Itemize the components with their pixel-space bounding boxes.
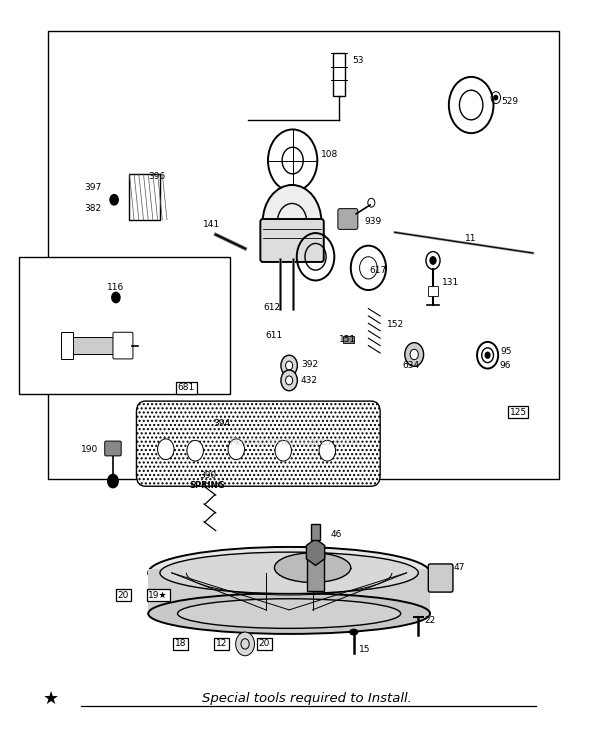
Text: 612: 612	[264, 302, 281, 311]
Text: 11: 11	[466, 234, 477, 243]
Text: 529: 529	[502, 97, 519, 106]
Text: SPRING: SPRING	[190, 481, 225, 490]
Text: 125: 125	[510, 408, 527, 417]
FancyBboxPatch shape	[48, 31, 559, 478]
Circle shape	[405, 343, 424, 366]
FancyBboxPatch shape	[428, 285, 438, 296]
FancyBboxPatch shape	[105, 441, 121, 456]
Text: Special tools required to Install.: Special tools required to Install.	[202, 692, 412, 705]
Circle shape	[275, 441, 291, 461]
Text: 96: 96	[499, 361, 511, 370]
Text: 108: 108	[321, 150, 338, 159]
Circle shape	[437, 574, 445, 584]
FancyBboxPatch shape	[129, 174, 160, 220]
Text: 12: 12	[216, 640, 227, 649]
Text: 681: 681	[178, 383, 195, 392]
Text: 390: 390	[199, 471, 216, 481]
Text: 152: 152	[387, 320, 404, 329]
Ellipse shape	[178, 599, 401, 629]
Circle shape	[263, 185, 322, 259]
Text: 53: 53	[352, 56, 363, 65]
FancyBboxPatch shape	[72, 337, 114, 354]
Text: ★: ★	[43, 690, 60, 707]
Text: 15: 15	[359, 646, 371, 655]
Circle shape	[494, 95, 497, 100]
Circle shape	[319, 441, 336, 461]
FancyBboxPatch shape	[260, 219, 324, 262]
Circle shape	[187, 441, 204, 461]
Text: 151: 151	[339, 335, 356, 344]
Circle shape	[158, 439, 174, 460]
FancyBboxPatch shape	[428, 564, 453, 592]
Text: 20: 20	[118, 591, 129, 600]
FancyBboxPatch shape	[136, 401, 380, 486]
Circle shape	[286, 361, 293, 370]
Circle shape	[430, 257, 436, 265]
Text: 190: 190	[81, 445, 98, 454]
Text: 634: 634	[403, 361, 420, 370]
FancyBboxPatch shape	[338, 209, 358, 230]
Circle shape	[112, 292, 120, 302]
Text: Replacementparts.com: Replacementparts.com	[230, 437, 360, 447]
Text: 116: 116	[107, 282, 124, 291]
Text: 19★: 19★	[148, 591, 168, 600]
Ellipse shape	[274, 553, 351, 583]
Text: 20: 20	[259, 640, 270, 649]
Text: 47: 47	[454, 563, 465, 572]
Text: 611: 611	[266, 331, 283, 340]
FancyBboxPatch shape	[61, 332, 73, 359]
Text: 397: 397	[84, 184, 101, 192]
Text: 22: 22	[424, 616, 435, 625]
Text: 18: 18	[175, 640, 186, 649]
Text: 131: 131	[442, 278, 460, 288]
Text: 141: 141	[202, 221, 219, 230]
FancyBboxPatch shape	[113, 332, 133, 359]
Circle shape	[228, 439, 244, 460]
Text: 392: 392	[301, 360, 318, 369]
Ellipse shape	[148, 547, 430, 599]
Circle shape	[281, 355, 297, 376]
Text: 46: 46	[331, 530, 342, 539]
Text: 617: 617	[369, 265, 387, 275]
Circle shape	[108, 474, 118, 487]
FancyBboxPatch shape	[343, 336, 354, 343]
FancyBboxPatch shape	[333, 53, 345, 96]
Text: 95: 95	[500, 347, 512, 356]
Circle shape	[286, 376, 293, 385]
Circle shape	[235, 632, 254, 656]
FancyBboxPatch shape	[19, 257, 231, 394]
Text: 382: 382	[84, 204, 101, 213]
FancyBboxPatch shape	[307, 554, 324, 591]
Text: 394: 394	[214, 419, 231, 428]
FancyBboxPatch shape	[148, 569, 430, 614]
Ellipse shape	[148, 593, 430, 634]
Circle shape	[410, 349, 418, 360]
Ellipse shape	[160, 552, 418, 594]
Circle shape	[281, 370, 297, 391]
Ellipse shape	[350, 629, 358, 635]
Circle shape	[485, 352, 490, 358]
Circle shape	[110, 195, 118, 205]
Text: 939: 939	[364, 217, 382, 226]
Text: 396: 396	[148, 172, 166, 181]
Text: 432: 432	[301, 376, 318, 385]
FancyBboxPatch shape	[311, 524, 320, 540]
